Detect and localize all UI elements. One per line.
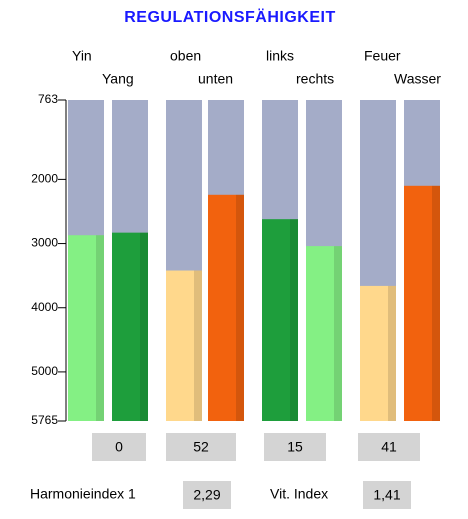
y-tick-label: 5765 [31, 413, 58, 427]
bar [208, 194, 244, 421]
y-tick-label: 2000 [31, 172, 58, 186]
category-label: Yin [72, 48, 92, 64]
y-tick-label: 4000 [31, 300, 58, 314]
bar-shade [140, 232, 148, 421]
chart-title: REGULATIONSFÄHIGKEIT [124, 8, 335, 26]
value-box [264, 433, 326, 461]
group-value: 0 [115, 439, 123, 455]
group-value: 41 [381, 439, 397, 455]
bar-shade [334, 246, 342, 421]
category-label: rechts [296, 71, 334, 87]
bar-shade [290, 219, 298, 421]
category-label: unten [198, 71, 233, 87]
bar-shade [388, 285, 396, 421]
footer-label: Vit. Index [270, 486, 328, 502]
bar [166, 270, 202, 421]
bar-shade [96, 235, 104, 421]
bar [68, 235, 104, 421]
footer-value: 2,29 [193, 487, 220, 503]
value-box [363, 481, 411, 509]
value-box [358, 433, 420, 461]
bar-shade [194, 270, 202, 421]
category-label: oben [170, 48, 201, 64]
y-tick-label: 3000 [31, 236, 58, 250]
category-label: links [266, 48, 294, 64]
bar [112, 232, 148, 421]
bar [262, 219, 298, 421]
y-tick-label: 763 [38, 92, 58, 106]
footer-value: 1,41 [373, 487, 400, 503]
value-box [166, 433, 236, 461]
group-value: 15 [287, 439, 303, 455]
bar [360, 285, 396, 421]
bar-shade [432, 185, 440, 421]
y-tick-label: 5000 [31, 364, 58, 378]
bar-shade [236, 194, 244, 421]
value-box [92, 433, 146, 461]
bar [306, 246, 342, 421]
category-label: Wasser [394, 71, 441, 87]
bar [404, 185, 440, 421]
group-value: 52 [193, 439, 209, 455]
value-box [183, 481, 231, 509]
category-label: Yang [102, 71, 134, 87]
category-label: Feuer [364, 48, 401, 64]
footer-label: Harmonieindex 1 [30, 486, 136, 502]
